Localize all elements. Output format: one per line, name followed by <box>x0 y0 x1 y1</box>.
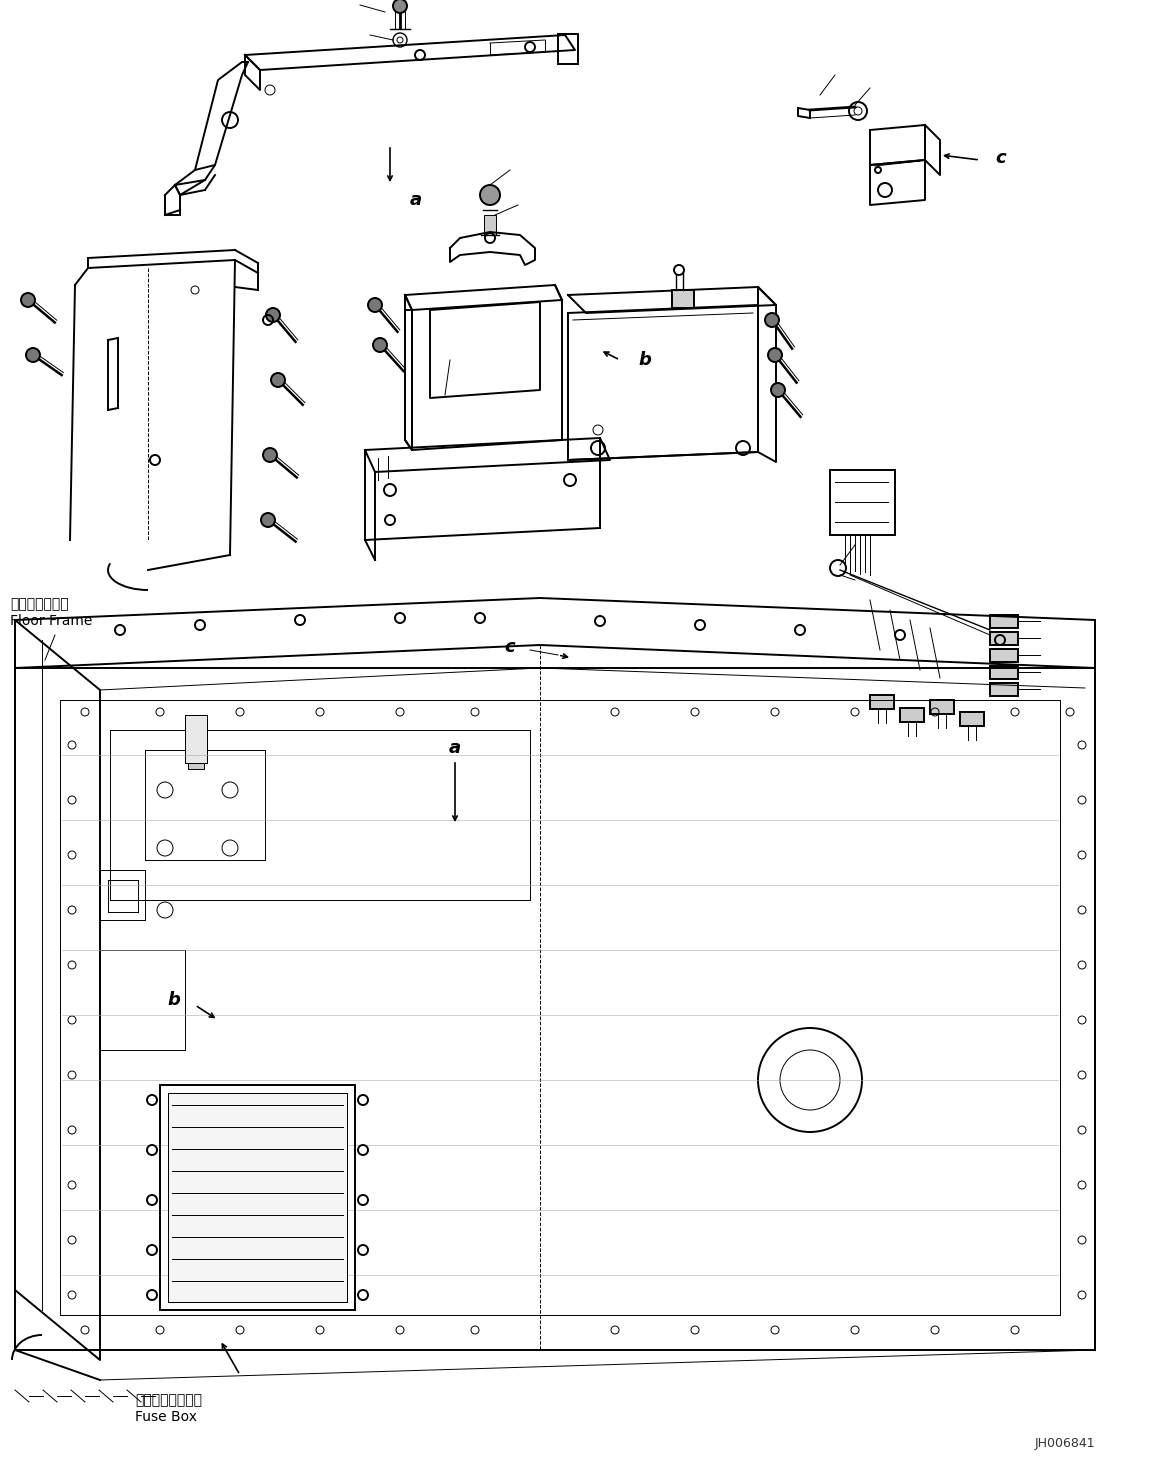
Bar <box>830 471 896 535</box>
Text: a: a <box>411 191 422 210</box>
Bar <box>167 1094 347 1302</box>
Bar <box>558 34 578 65</box>
Circle shape <box>393 0 407 13</box>
Circle shape <box>266 308 280 323</box>
Bar <box>188 762 204 770</box>
Circle shape <box>261 513 274 526</box>
Text: フューズボックス: フューズボックス <box>135 1393 202 1407</box>
Circle shape <box>480 185 500 205</box>
Bar <box>990 616 1018 627</box>
Bar <box>484 216 495 235</box>
Bar <box>672 290 694 308</box>
Text: c: c <box>505 638 515 655</box>
Circle shape <box>271 372 285 387</box>
Bar <box>167 1094 347 1302</box>
Circle shape <box>373 339 387 352</box>
Text: a: a <box>449 739 461 756</box>
Bar <box>990 649 1018 663</box>
Text: Fuse Box: Fuse Box <box>135 1410 197 1423</box>
Text: フロアフレーム: フロアフレーム <box>10 597 69 611</box>
Bar <box>870 695 894 710</box>
Bar <box>990 666 1018 679</box>
Bar <box>990 683 1018 696</box>
Bar <box>930 699 954 714</box>
Bar <box>160 1085 355 1311</box>
Bar <box>959 712 984 726</box>
Circle shape <box>368 298 381 312</box>
Text: c: c <box>996 150 1006 167</box>
Text: JH006841: JH006841 <box>1034 1437 1096 1450</box>
Bar <box>990 632 1018 645</box>
Text: Floor Frame: Floor Frame <box>10 614 92 627</box>
Text: b: b <box>167 991 180 1009</box>
Text: b: b <box>638 350 651 369</box>
Circle shape <box>765 314 779 327</box>
Bar <box>185 715 207 762</box>
Circle shape <box>26 347 40 362</box>
Circle shape <box>768 347 782 362</box>
Circle shape <box>771 383 785 397</box>
Bar <box>900 708 923 721</box>
Circle shape <box>21 293 35 306</box>
Bar <box>185 715 207 762</box>
Circle shape <box>263 449 277 462</box>
